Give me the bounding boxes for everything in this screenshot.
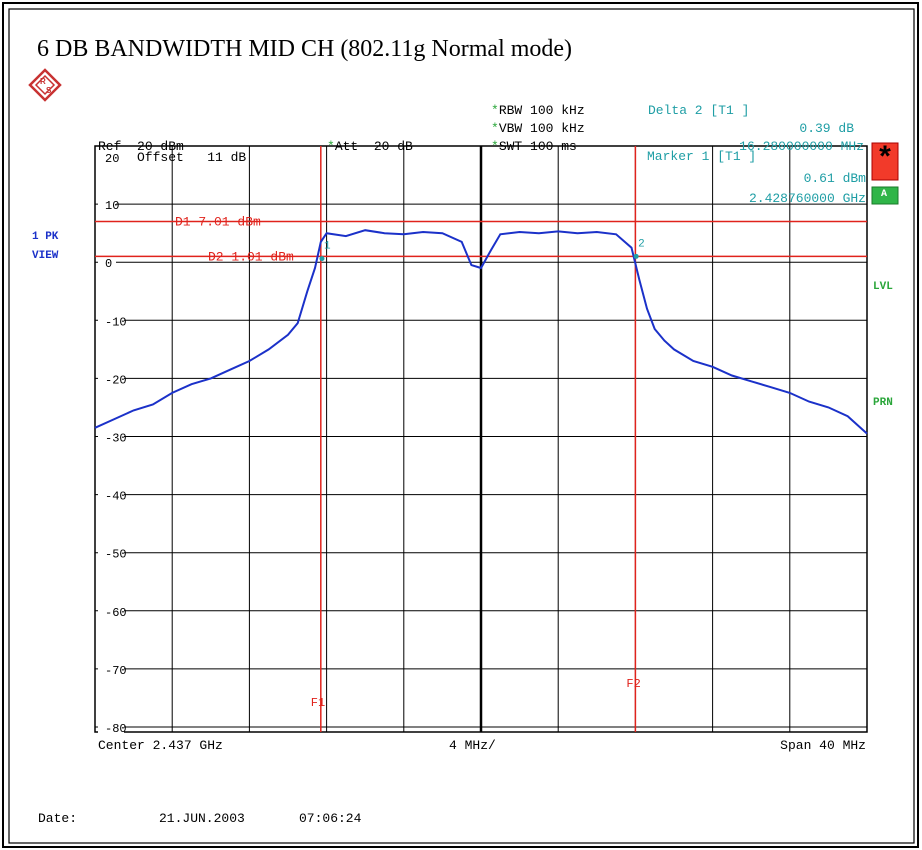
svg-text:S: S: [46, 86, 52, 95]
ytick-label: 20: [105, 152, 119, 166]
display-line-d1-label: D1 7.01 dBm: [175, 214, 261, 229]
rs-logo-icon: R S: [28, 68, 62, 102]
span-readout: Span 40 MHz: [780, 738, 866, 753]
vbw-readout: *VBW 100 kHz: [491, 121, 585, 136]
ref-readout: Ref 20 dBm: [98, 139, 184, 154]
lvl-label: LVL: [873, 281, 893, 293]
rbw-readout: *RBW 100 kHz: [491, 103, 585, 118]
prn-label: PRN: [873, 397, 893, 409]
svg-text:R: R: [40, 77, 46, 86]
date-value: 21.JUN.2003: [159, 811, 245, 826]
center-frequency: Center 2.437 GHz: [98, 738, 223, 753]
marker-1-point: [319, 256, 325, 262]
ytick-label: -80: [105, 722, 127, 736]
plot-area: 20 10 0 -10 -20 -30 -40 -50 -60 -70 -80 D1 7.01 dBm…: [94, 145, 868, 736]
ytick-label: -10: [105, 315, 127, 329]
display-line-d2-label: D2 1.01 dBm: [208, 249, 294, 264]
marker-2-point: [633, 253, 639, 259]
ytick-label: -30: [105, 432, 127, 446]
star-badge: *: [876, 143, 895, 177]
ytick-bg: [98, 662, 124, 676]
ytick-bg: [98, 488, 124, 502]
date-label: Date:: [38, 811, 78, 826]
ytick-label: -40: [105, 490, 127, 504]
offset-readout: Offset 11 dB: [137, 150, 247, 165]
frequency-line-f1-label: F1: [311, 696, 325, 710]
ytick-label: -20: [105, 373, 127, 387]
ytick-bg: [98, 151, 116, 164]
marker-2-label: 2: [638, 238, 645, 250]
ytick-label: -70: [105, 664, 127, 678]
trace-line: [94, 229, 868, 435]
ytick-label: -60: [105, 606, 127, 620]
frequency-line-f2-label: F2: [626, 677, 640, 691]
marker-level: 0.61 dBm: [803, 171, 866, 186]
a-badge-bg: [871, 186, 899, 205]
a-badge: A: [881, 189, 888, 200]
inner-border: [8, 8, 915, 844]
att-readout: *Att 20 dB: [327, 139, 413, 154]
ytick-bg: [98, 314, 124, 328]
delta-level: 0.39 dB: [799, 121, 854, 136]
ytick-label: 0: [105, 257, 112, 271]
marker-frequency: 2.428760000 GHz: [748, 191, 866, 206]
ytick-bg: [98, 256, 116, 270]
division-readout: 4 MHz/: [449, 738, 496, 753]
ytick-bg: [98, 198, 116, 212]
ytick-bg: [98, 546, 124, 560]
trace-mode-label: 1 PK: [32, 231, 59, 243]
ytick-bg: [98, 721, 124, 734]
ytick-label: 10: [105, 199, 119, 213]
ytick-bg: [98, 372, 124, 386]
ytick-bg: [98, 604, 124, 618]
delta-title: Delta 2 [T1 ]: [648, 103, 750, 118]
delta-frequency: 16.280000000 MHz: [739, 139, 864, 154]
star-badge-bg: [871, 142, 899, 181]
swt-readout: *SWT 100 ms: [491, 139, 577, 154]
marker-title: Marker 1 [T1 ]: [647, 149, 757, 164]
view-label: VIEW: [32, 250, 59, 262]
ytick-label: -50: [105, 548, 127, 562]
ytick-bg: [98, 430, 124, 444]
time-value: 07:06:24: [299, 811, 362, 826]
page-title: 6 DB BANDWIDTH MID CH (802.11g Normal mo…: [37, 36, 573, 62]
marker-1-label: 1: [324, 241, 331, 253]
